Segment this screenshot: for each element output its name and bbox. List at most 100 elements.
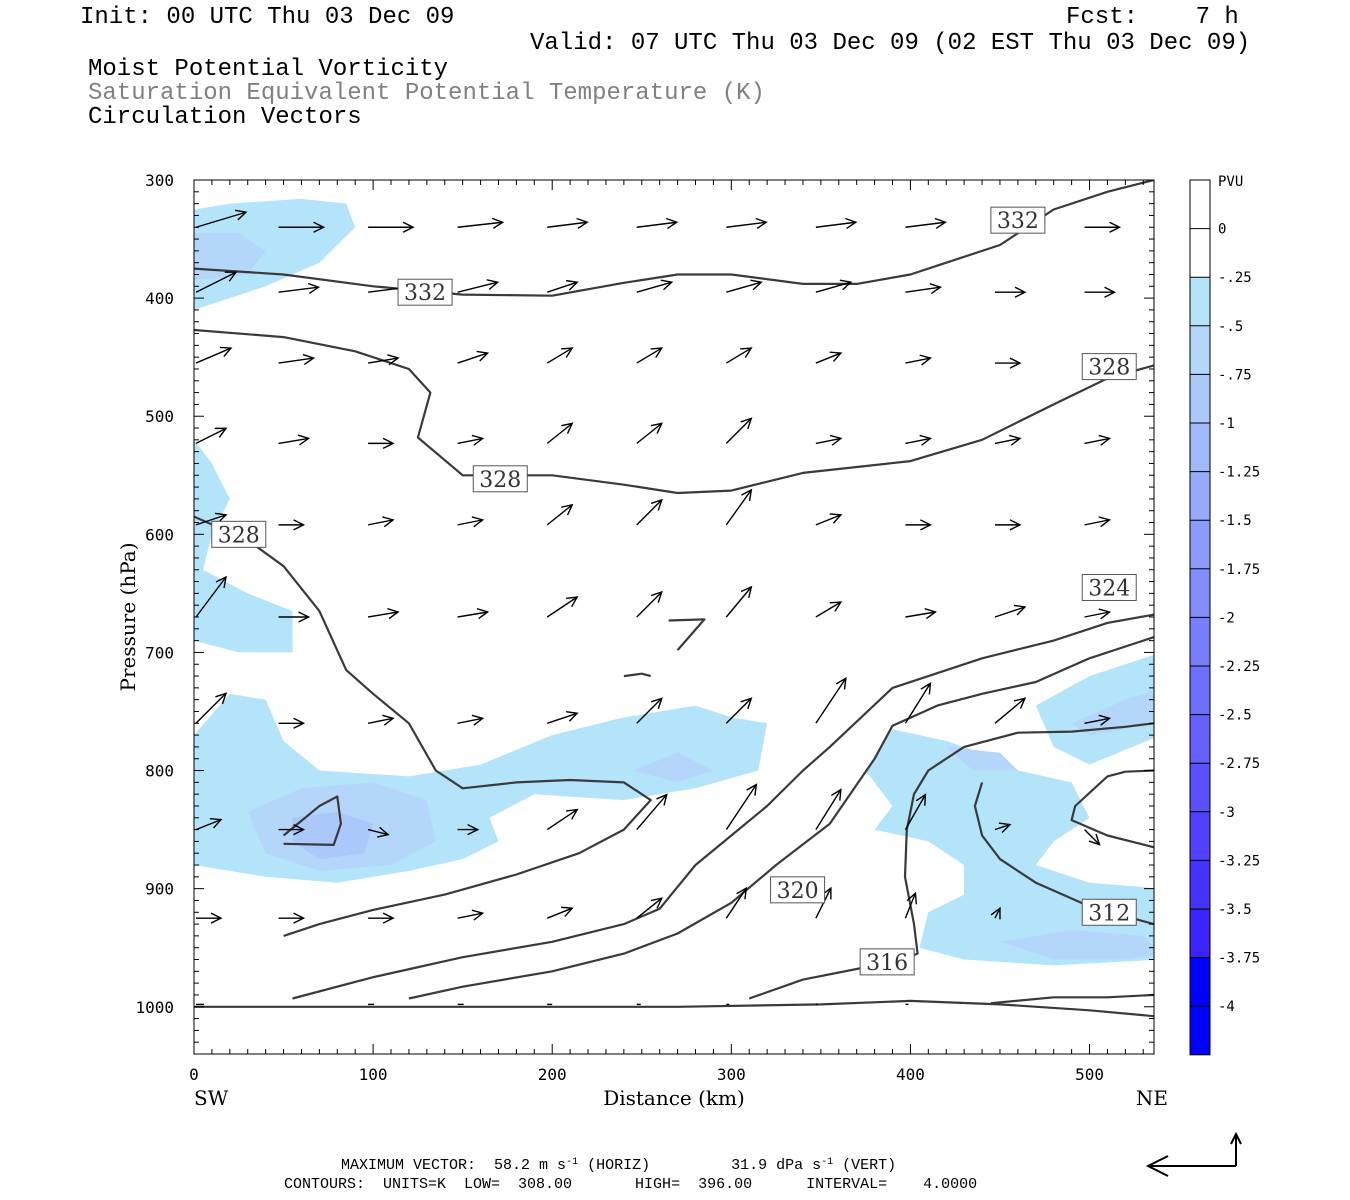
y-tick-labels: 300 400 500 600 700 800 900 1000 bbox=[135, 171, 174, 1017]
vector-shaft bbox=[905, 611, 936, 618]
vector-head bbox=[656, 793, 668, 806]
vector-arrow bbox=[547, 217, 589, 230]
colorbar-unit: PVU bbox=[1218, 174, 1243, 190]
contour-label: 312 bbox=[1081, 898, 1137, 926]
vector-head bbox=[561, 906, 574, 917]
vector-head bbox=[1109, 221, 1122, 233]
vector-shaft bbox=[636, 221, 677, 228]
vector-arrow bbox=[368, 221, 415, 233]
vector-shaft bbox=[904, 794, 927, 830]
vector-shaft bbox=[636, 422, 663, 444]
vector-head bbox=[293, 823, 306, 836]
vector-head bbox=[1104, 286, 1117, 298]
colorbar-level-label: -1 bbox=[1218, 416, 1235, 432]
vector-arrow bbox=[726, 279, 763, 293]
vector-shaft bbox=[278, 437, 309, 445]
vector-arrow bbox=[278, 353, 316, 366]
vector-arrow bbox=[636, 279, 674, 293]
colorbar-level-label: -1.5 bbox=[1218, 513, 1252, 529]
vector-arrow bbox=[815, 601, 843, 618]
vector-arrow bbox=[278, 282, 321, 294]
vector-head bbox=[1008, 434, 1022, 446]
vector-arrow bbox=[726, 217, 768, 230]
vector-arrow bbox=[195, 271, 238, 293]
colorbar-swatch bbox=[1190, 957, 1210, 1007]
contour-labels: 332 332 328 328 328 324 320 316 312 bbox=[211, 206, 1137, 976]
vector-arrow bbox=[278, 434, 311, 446]
x-tick-label: 300 bbox=[717, 1065, 746, 1084]
vector-head bbox=[919, 434, 932, 446]
reference-vector bbox=[1145, 1131, 1242, 1177]
vector-head bbox=[920, 519, 932, 531]
vector-head bbox=[650, 897, 663, 909]
vector-shaft bbox=[815, 437, 842, 445]
vector-arrow bbox=[457, 434, 485, 446]
vector-shaft bbox=[457, 437, 483, 445]
vector-shaft bbox=[726, 281, 762, 293]
vector-arrow bbox=[905, 283, 942, 295]
vector-head bbox=[387, 608, 400, 620]
vector-head bbox=[1098, 434, 1112, 446]
vector-head bbox=[990, 906, 1001, 920]
vector-shaft bbox=[725, 417, 752, 444]
vector-head bbox=[736, 886, 748, 900]
vector-arrow bbox=[368, 912, 395, 924]
vector-head bbox=[746, 783, 758, 796]
vector-head bbox=[566, 279, 579, 291]
theta-e-contour-320-5 bbox=[408, 636, 1154, 1000]
theta-e-contour-324-3 bbox=[194, 999, 1154, 1018]
vector-arrow bbox=[815, 217, 858, 230]
vector-shaft bbox=[367, 611, 399, 618]
theta-e-contour-312-8 bbox=[1070, 769, 1154, 849]
y-tick-label: 800 bbox=[145, 762, 174, 781]
vector-arrow bbox=[195, 209, 248, 228]
vector-arrow bbox=[994, 697, 1027, 724]
vector-arrow bbox=[195, 346, 233, 364]
vector-head bbox=[1009, 357, 1022, 369]
vector-head bbox=[214, 427, 228, 438]
colorbar-swatch bbox=[1190, 666, 1210, 715]
vector-head bbox=[829, 351, 843, 362]
vector-head bbox=[835, 676, 847, 690]
contour-label-box bbox=[1081, 353, 1137, 381]
contour-label: 316 bbox=[859, 948, 915, 976]
vector-head bbox=[650, 347, 664, 358]
vector-shaft bbox=[815, 221, 856, 228]
vector-head bbox=[1098, 714, 1112, 726]
vector-head bbox=[755, 217, 768, 230]
vector-arrow bbox=[905, 217, 947, 230]
vector-head bbox=[307, 282, 321, 294]
vector-arrow bbox=[994, 519, 1022, 531]
colorbar-level-label: -1.75 bbox=[1218, 562, 1260, 578]
vector-shaft bbox=[278, 286, 319, 293]
x-axis-label: Distance (km) bbox=[603, 1086, 745, 1110]
vector-arrow bbox=[457, 608, 490, 620]
vector-arrow bbox=[725, 417, 753, 444]
vector-head bbox=[650, 590, 663, 603]
vector-arrow bbox=[815, 279, 853, 293]
vector-arrow bbox=[457, 516, 485, 528]
vector-head bbox=[740, 697, 753, 710]
vector-arrow bbox=[815, 788, 842, 830]
vector-head bbox=[660, 279, 674, 291]
vector-arrow bbox=[636, 347, 664, 364]
vector-head bbox=[561, 422, 574, 434]
vector-head bbox=[829, 513, 843, 524]
x-axis-left-end-label: SW bbox=[194, 1086, 229, 1110]
theta-e-contour-328-2 bbox=[194, 515, 652, 937]
colorbar-swatch bbox=[1190, 860, 1210, 909]
vector-shaft bbox=[195, 347, 232, 364]
vector-head bbox=[576, 217, 589, 230]
vector-arrow bbox=[636, 697, 663, 724]
vector-arrow bbox=[457, 279, 500, 293]
vector-head bbox=[1088, 833, 1101, 846]
contours-info: CONTOURS: UNITS=K LOW= 308.00 HIGH= 396.… bbox=[284, 1176, 978, 1193]
vector-shaft bbox=[636, 697, 663, 724]
vector-arrow bbox=[1084, 516, 1112, 528]
vector-head bbox=[566, 808, 579, 820]
vector-head bbox=[471, 714, 485, 726]
contour-label: 328 bbox=[1081, 353, 1137, 381]
vector-head bbox=[387, 354, 400, 366]
vector-head bbox=[920, 681, 932, 695]
vector-arrow bbox=[368, 437, 395, 450]
